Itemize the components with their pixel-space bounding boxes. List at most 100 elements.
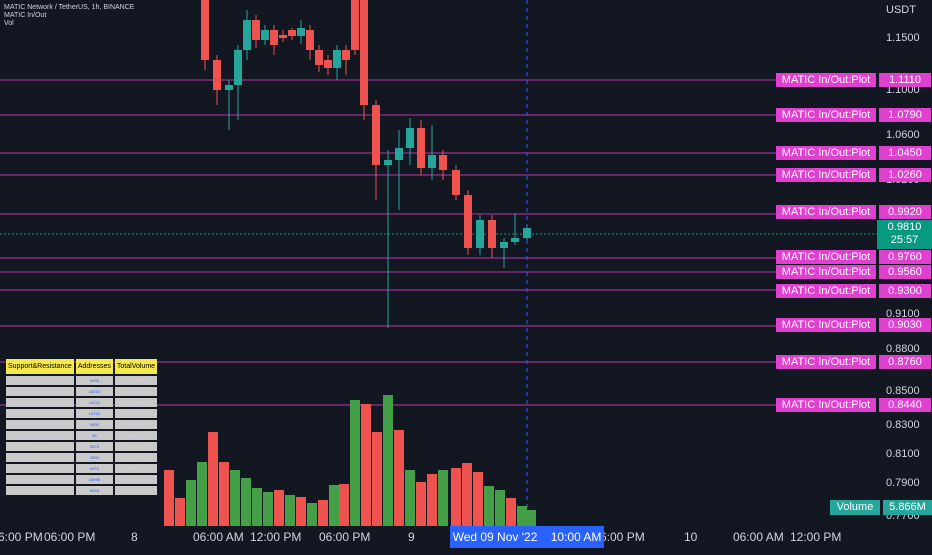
- table-cell: 46052820: [114, 464, 158, 473]
- candle: [252, 20, 260, 40]
- candle: [511, 238, 519, 242]
- table-cell: 0.876: [6, 387, 74, 396]
- candle: [372, 105, 380, 165]
- table-cell: 2670: [75, 442, 113, 451]
- volume-bar: [241, 478, 251, 526]
- volume-bar: [186, 480, 196, 526]
- time-tick: 06:00 AM: [193, 530, 244, 544]
- volume-bar: [197, 462, 207, 526]
- price-tick: 0.8100: [886, 448, 920, 460]
- price-tick: 0.8500: [886, 385, 920, 397]
- table-cell: 190582086: [114, 475, 158, 484]
- volume-bar: [394, 430, 404, 526]
- volume-bar: [473, 472, 483, 526]
- table-cell: 1.045: [6, 464, 74, 473]
- candle: [439, 155, 447, 170]
- table-row: 0.93 13762 73706119: [6, 409, 158, 418]
- table-cell: 16996: [75, 475, 113, 484]
- price-tick: 0.9100: [886, 308, 920, 320]
- price-tick: 1.1000: [886, 84, 920, 96]
- table-header: Support&Resistance: [6, 359, 74, 374]
- volume-bar: [208, 432, 218, 526]
- time-tick: 06:00 PM: [44, 530, 96, 544]
- table-cell: 329726996: [114, 376, 158, 385]
- table-row: 1.079 16996 190582086: [6, 475, 158, 484]
- table-cell: 93146123: [114, 442, 158, 451]
- candle: [488, 220, 496, 248]
- table-cell: 86215149: [114, 486, 158, 495]
- table-cell: 13762: [75, 409, 113, 418]
- volume-bar: [495, 490, 505, 526]
- table-cell: 672105542: [114, 398, 158, 407]
- table-cell: 73706119: [114, 409, 158, 418]
- candle: [476, 220, 484, 248]
- table-row: 0.976 66 289652: [6, 431, 158, 440]
- volume-label-badge: Volume: [830, 500, 880, 515]
- table-cell: 0.992: [6, 442, 74, 451]
- time-tick: 12:00 PM: [790, 530, 842, 544]
- price-tick: 0.7900: [886, 477, 920, 489]
- volume-bar: [252, 488, 262, 526]
- candle: [406, 128, 414, 148]
- table-row: 0.876 15015 111245070: [6, 387, 158, 396]
- candle: [201, 0, 209, 60]
- last-price-badge: 0.9810 25:57: [877, 220, 932, 249]
- candle: [464, 195, 472, 248]
- candle: [324, 60, 332, 68]
- symbol-title[interactable]: MATIC Network / TetherUS, 1h, BINANCE: [4, 4, 135, 11]
- volume-bar: [339, 484, 349, 526]
- table-row: 0.844 9298 329726996: [6, 376, 158, 385]
- volume-bar: [506, 498, 516, 526]
- volume-bar: [219, 462, 229, 526]
- candle: [261, 30, 269, 40]
- table-cell: 0.903: [6, 398, 74, 407]
- volume-bar: [427, 474, 437, 526]
- candle: [452, 170, 460, 195]
- volume-bar: [405, 470, 415, 526]
- candle: [288, 30, 296, 36]
- table-cell: 13224: [75, 398, 113, 407]
- volume-bar: [329, 485, 339, 526]
- candle: [243, 20, 251, 50]
- indicator-title[interactable]: MATIC In/Out: [4, 12, 47, 19]
- candle: [315, 50, 323, 65]
- table-cell: 0.956: [6, 420, 74, 429]
- candle: [417, 128, 425, 168]
- volume-bar: [350, 400, 360, 526]
- price-tick: 1.1500: [886, 32, 920, 44]
- volume-bar: [263, 492, 273, 526]
- volume-bar: [296, 497, 306, 526]
- volume-bar: [164, 470, 174, 526]
- candle: [279, 35, 287, 38]
- volume-bar: [416, 482, 426, 526]
- candle: [395, 148, 403, 160]
- candle: [351, 0, 359, 50]
- volume-bar: [372, 432, 382, 526]
- table-cell: 289652: [114, 431, 158, 440]
- volume-bar: [517, 506, 527, 526]
- time-tick: 06:00 AM: [733, 530, 784, 544]
- chart-legend: MATIC Network / TetherUS, 1h, BINANCE MA…: [4, 4, 134, 28]
- table-cell: 6948: [75, 486, 113, 495]
- candle: [213, 60, 221, 90]
- candle: [225, 85, 233, 90]
- time-tick: 8: [131, 530, 138, 544]
- candle: [428, 155, 436, 168]
- table-cell: 111245070: [114, 387, 158, 396]
- crosshair-date: Wed 09 Nov '22: [452, 530, 538, 544]
- crosshair-time-badge: Wed 09 Nov '22 10:00 AM: [450, 526, 604, 548]
- volume-title[interactable]: Vol: [4, 20, 14, 27]
- time-tick: 6:00 PM: [0, 530, 43, 544]
- table-cell: 1.111: [6, 486, 74, 495]
- crosshair-clock: 10:00 AM: [550, 530, 602, 544]
- volume-bar: [307, 503, 317, 526]
- table-cell: 66: [75, 431, 113, 440]
- time-tick: 10: [684, 530, 698, 544]
- candle: [270, 30, 278, 45]
- volume-bar: [484, 486, 494, 526]
- table-cell: 0.844: [6, 376, 74, 385]
- time-tick: 06:00 PM: [319, 530, 371, 544]
- price-tick: 1.0600: [886, 129, 920, 141]
